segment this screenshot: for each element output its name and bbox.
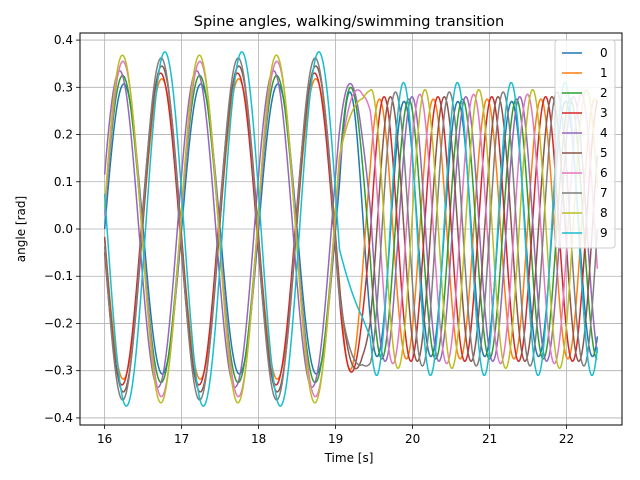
y-tick-label: −0.2 — [44, 316, 73, 330]
series-line-9 — [103, 51, 599, 407]
legend-label: 8 — [600, 206, 608, 220]
y-tick-label: 0.0 — [54, 222, 73, 236]
y-tick-label: 0.4 — [54, 33, 73, 47]
legend-label: 5 — [600, 146, 608, 160]
y-tick-label: 0.3 — [54, 80, 73, 94]
series-line-7 — [103, 57, 599, 401]
legend-label: 6 — [600, 166, 608, 180]
series-line-8 — [103, 54, 599, 404]
legend-label: 3 — [600, 106, 608, 120]
legend-box — [554, 39, 616, 249]
x-axis-label: Time [s] — [324, 451, 374, 465]
y-axis-label: angle [rad] — [14, 196, 28, 262]
x-tick-label: 18 — [251, 432, 266, 446]
legend-label: 2 — [600, 86, 608, 100]
y-tick-label: −0.1 — [44, 269, 73, 283]
series-line-4 — [103, 70, 599, 388]
x-tick-label: 20 — [405, 432, 420, 446]
axis-ticks: 16 17 18 19 20 21 22 −0.4 −0.3 −0.2 −0.1 0.0 0.1 0.2 0… — [44, 33, 574, 446]
y-tick-label: 0.2 — [54, 128, 73, 142]
x-tick-label: 21 — [482, 432, 497, 446]
legend-label: 7 — [600, 186, 608, 200]
y-tick-label: −0.4 — [44, 411, 73, 425]
x-tick-label: 19 — [328, 432, 343, 446]
y-tick-label: 0.1 — [54, 175, 73, 189]
legend-label: 0 — [600, 46, 608, 60]
legend-label: 4 — [600, 126, 608, 140]
legend-label: 1 — [600, 66, 608, 80]
x-tick-label: 22 — [559, 432, 574, 446]
x-tick-label: 16 — [97, 432, 112, 446]
series-lines — [103, 51, 599, 407]
x-tick-label: 17 — [174, 432, 189, 446]
legend-label: 9 — [600, 226, 608, 240]
legend: 0 1 2 3 4 5 6 7 8 9 — [554, 39, 616, 249]
y-tick-label: −0.3 — [44, 364, 73, 378]
chart-title: Spine angles, walking/swimming transitio… — [194, 14, 504, 30]
